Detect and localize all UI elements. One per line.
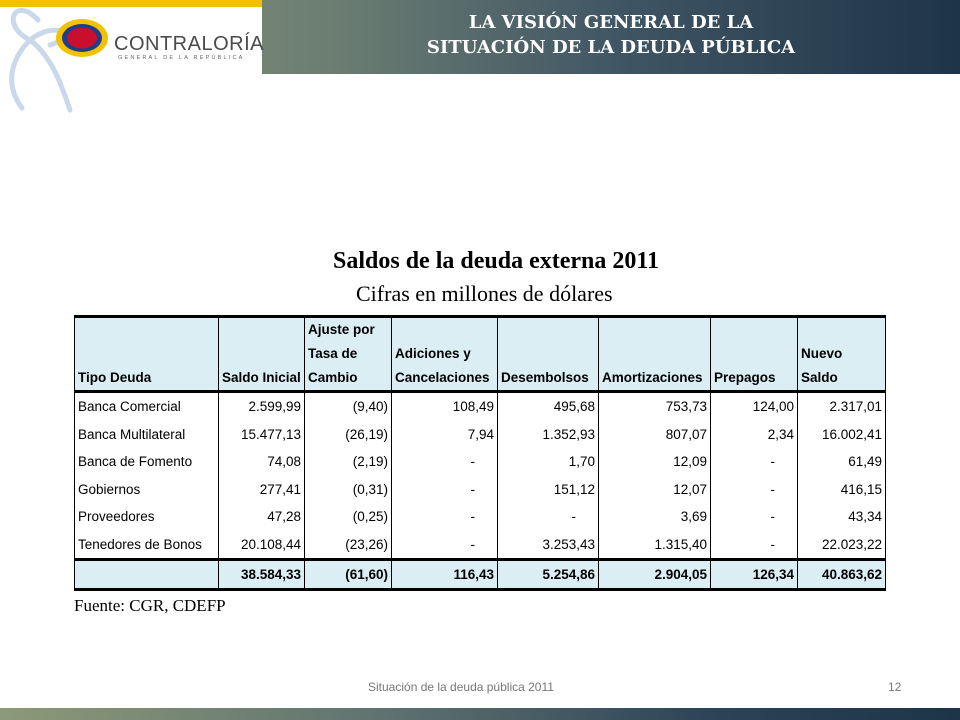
table-cell: -: [710, 530, 798, 560]
table-cell: -: [391, 530, 498, 560]
table-cell: 22.023,22: [797, 530, 886, 560]
footer-text: Situación de la deuda pública 2011: [368, 680, 554, 694]
table-cell: 124,00: [710, 391, 798, 421]
table-cell: Banca de Fomento: [74, 448, 219, 476]
table-cell: 108,49: [391, 391, 498, 421]
column-header: Saldo Inicial: [218, 315, 305, 393]
total-cell: (61,60): [304, 558, 392, 591]
table-cell: 3,69: [598, 503, 711, 531]
table-cell: 416,15: [797, 475, 886, 503]
table-cell: 1.352,93: [497, 420, 599, 448]
total-cell: 116,43: [391, 558, 498, 591]
table-cell: (23,26): [304, 530, 392, 560]
table-cell: -: [391, 503, 498, 531]
table-cell: -: [497, 503, 599, 531]
total-cell: 5.254,86: [497, 558, 599, 591]
logo-name: CONTRALORÍA: [114, 33, 264, 55]
table-row: Banca de Fomento 74,08 (2,19) - 1,70 12,…: [74, 448, 886, 476]
source-note: Fuente: CGR, CDEFP: [74, 596, 226, 615]
column-header: Desembolsos: [497, 315, 599, 393]
table-cell: Gobiernos: [74, 475, 219, 503]
column-header: Tipo Deuda: [74, 315, 219, 393]
logo-panel: CONTRALORÍA GENERAL DE LA REPÚBLICA: [0, 0, 264, 113]
table-cell: 7,94: [391, 420, 498, 448]
table-row: Tenedores de Bonos 20.108,44 (23,26) - 3…: [74, 530, 886, 560]
slide-title: LA VISIÓN GENERAL DE LA SITUACIÓN DE LA …: [262, 10, 960, 60]
table-cell: 12,07: [598, 475, 711, 503]
debt-table: Tipo Deuda Saldo Inicial Ajuste por Tasa…: [74, 315, 886, 591]
total-cell: [74, 558, 219, 591]
table-cell: (2,19): [304, 448, 392, 476]
table-cell: 15.477,13: [218, 420, 305, 448]
logo-subtitle: GENERAL DE LA REPÚBLICA: [118, 55, 245, 61]
table-cell: 43,34: [797, 503, 886, 531]
table-cell: -: [391, 475, 498, 503]
table-cell: (9,40): [304, 391, 392, 421]
table-row: Gobiernos 277,41 (0,31) - 151,12 12,07 -…: [74, 475, 886, 503]
table-cell: 2.599,99: [218, 391, 305, 421]
column-header: Nuevo Saldo: [797, 315, 886, 393]
total-cell: 40.863,62: [797, 558, 886, 591]
total-cell: 38.584,33: [218, 558, 305, 591]
slide-title-line2: SITUACIÓN DE LA DEUDA PÚBLICA: [426, 37, 796, 58]
total-cell: 2.904,05: [598, 558, 711, 591]
column-header: Adiciones y Cancelaciones: [391, 315, 498, 393]
page-number: 12: [888, 680, 902, 694]
table-header-row: Tipo Deuda Saldo Inicial Ajuste por Tasa…: [74, 315, 886, 393]
table-cell: -: [710, 475, 798, 503]
table-title: Saldos de la deuda externa 2011: [333, 248, 660, 274]
table-cell: 12,09: [598, 448, 711, 476]
table-row: Banca Multilateral 15.477,13 (26,19) 7,9…: [74, 420, 886, 448]
contraloria-logo-icon: [56, 19, 108, 57]
table-cell: (26,19): [304, 420, 392, 448]
table-cell: -: [710, 503, 798, 531]
footer-band: [0, 708, 960, 720]
totals-row: 38.584,33 (61,60) 116,43 5.254,86 2.904,…: [74, 558, 886, 591]
table-cell: 2.317,01: [797, 391, 886, 421]
table-cell: 3.253,43: [497, 530, 599, 560]
table-cell: 61,49: [797, 448, 886, 476]
table-cell: 1.315,40: [598, 530, 711, 560]
slide-title-line1: LA VISIÓN GENERAL DE LA: [468, 12, 754, 33]
table-cell: 753,73: [598, 391, 711, 421]
table-subtitle: Cifras en millones de dólares: [356, 281, 613, 306]
table-cell: Proveedores: [74, 503, 219, 531]
table-cell: 2,34: [710, 420, 798, 448]
table-cell: 74,08: [218, 448, 305, 476]
total-cell: 126,34: [710, 558, 798, 591]
table-cell: 1,70: [497, 448, 599, 476]
table-cell: Banca Comercial: [74, 391, 219, 421]
table-cell: (0,31): [304, 475, 392, 503]
table-cell: 20.108,44: [218, 530, 305, 560]
table-cell: Tenedores de Bonos: [74, 530, 219, 560]
column-header: Ajuste por Tasa de Cambio: [304, 315, 392, 393]
table-row: Proveedores 47,28 (0,25) - - 3,69 - 43,3…: [74, 503, 886, 531]
table-cell: 277,41: [218, 475, 305, 503]
column-header: Amortizaciones: [598, 315, 711, 393]
table-cell: -: [710, 448, 798, 476]
table-cell: 47,28: [218, 503, 305, 531]
table-cell: 495,68: [497, 391, 599, 421]
logo-accent-bar: [0, 0, 262, 7]
table-cell: Banca Multilateral: [74, 420, 219, 448]
table-cell: (0,25): [304, 503, 392, 531]
table-row: Banca Comercial 2.599,99 (9,40) 108,49 4…: [74, 391, 886, 421]
table-cell: 151,12: [497, 475, 599, 503]
table-cell: 16.002,41: [797, 420, 886, 448]
column-header: Prepagos: [710, 315, 798, 393]
table-cell: 807,07: [598, 420, 711, 448]
table-cell: -: [391, 448, 498, 476]
